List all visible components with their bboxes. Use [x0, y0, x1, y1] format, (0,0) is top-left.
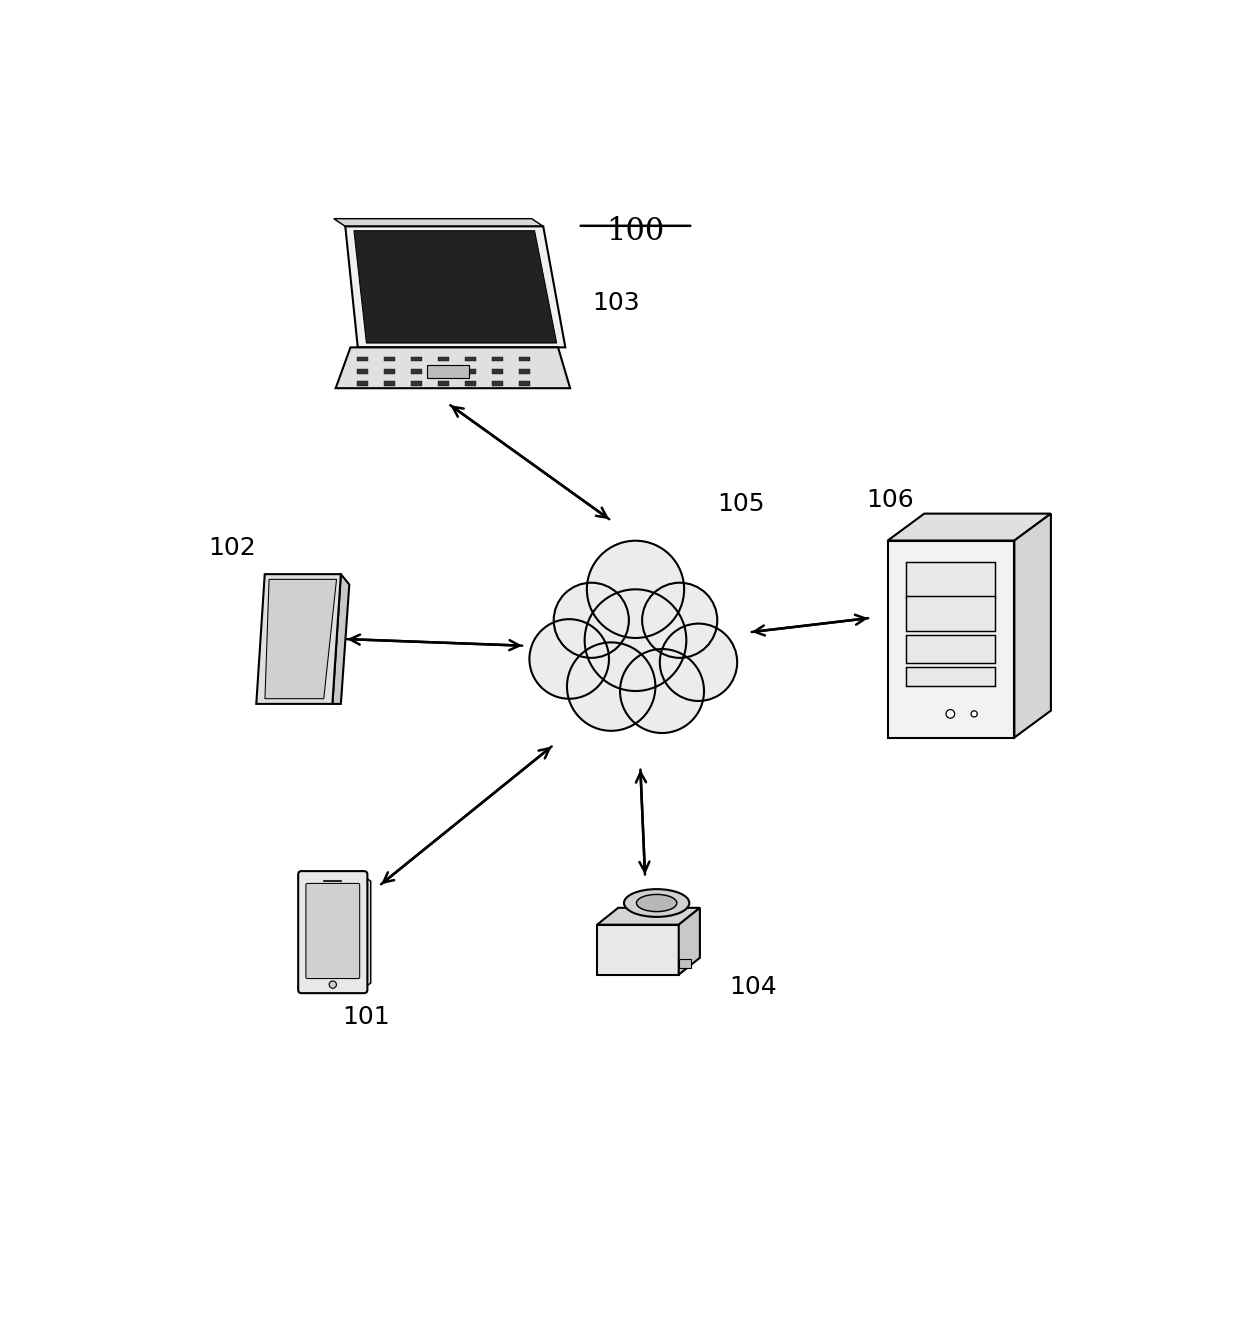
Polygon shape — [465, 357, 476, 361]
Polygon shape — [265, 579, 336, 699]
Polygon shape — [336, 348, 570, 388]
Polygon shape — [596, 908, 699, 924]
Polygon shape — [410, 357, 423, 361]
Polygon shape — [492, 381, 503, 386]
Polygon shape — [353, 230, 557, 344]
Polygon shape — [905, 666, 994, 686]
Ellipse shape — [624, 890, 689, 916]
Circle shape — [329, 980, 336, 988]
Polygon shape — [384, 369, 396, 373]
Polygon shape — [257, 574, 341, 703]
Polygon shape — [492, 357, 503, 361]
Text: 103: 103 — [593, 290, 640, 314]
Polygon shape — [427, 365, 469, 378]
Polygon shape — [596, 924, 678, 975]
Circle shape — [587, 541, 684, 638]
Polygon shape — [905, 595, 994, 631]
Circle shape — [946, 710, 955, 718]
Polygon shape — [888, 541, 1014, 738]
Polygon shape — [384, 381, 396, 386]
Polygon shape — [888, 514, 1050, 541]
Text: 104: 104 — [729, 975, 777, 999]
Text: 101: 101 — [342, 1004, 391, 1028]
Polygon shape — [518, 369, 531, 373]
Text: 106: 106 — [867, 488, 914, 511]
Polygon shape — [465, 381, 476, 386]
Circle shape — [971, 711, 977, 717]
Polygon shape — [357, 369, 368, 373]
Ellipse shape — [636, 894, 677, 911]
Circle shape — [620, 649, 704, 733]
Circle shape — [660, 623, 737, 701]
FancyBboxPatch shape — [306, 883, 360, 979]
Polygon shape — [384, 357, 396, 361]
Polygon shape — [334, 218, 543, 226]
Text: 102: 102 — [208, 535, 255, 559]
Polygon shape — [492, 369, 503, 373]
Text: 100: 100 — [606, 216, 665, 248]
Circle shape — [554, 582, 629, 658]
Polygon shape — [465, 369, 476, 373]
Polygon shape — [438, 357, 449, 361]
Polygon shape — [365, 876, 371, 988]
FancyBboxPatch shape — [298, 871, 367, 994]
Circle shape — [529, 619, 609, 699]
Polygon shape — [357, 357, 368, 361]
Polygon shape — [678, 959, 691, 968]
Polygon shape — [332, 574, 350, 703]
Polygon shape — [438, 369, 449, 373]
Text: 105: 105 — [717, 493, 765, 517]
Polygon shape — [518, 357, 531, 361]
Polygon shape — [345, 226, 565, 348]
Polygon shape — [1014, 514, 1050, 738]
Polygon shape — [410, 369, 423, 373]
Polygon shape — [678, 908, 699, 975]
Circle shape — [567, 642, 656, 731]
Polygon shape — [410, 381, 423, 386]
Polygon shape — [438, 381, 449, 386]
Circle shape — [585, 589, 686, 691]
Polygon shape — [905, 562, 994, 598]
Polygon shape — [905, 635, 994, 662]
Circle shape — [642, 582, 717, 658]
Polygon shape — [357, 381, 368, 386]
Polygon shape — [518, 381, 531, 386]
